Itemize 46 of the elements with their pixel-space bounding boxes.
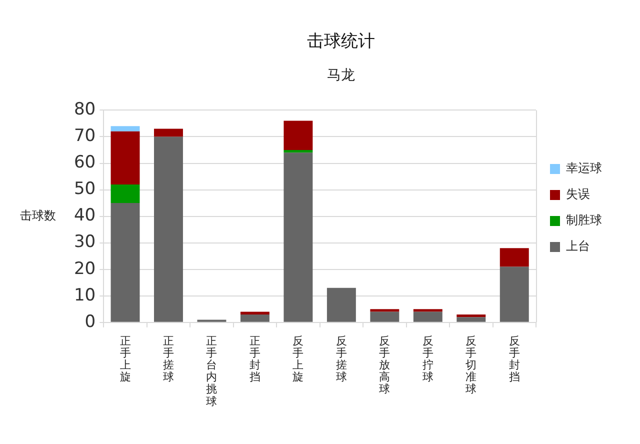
y-tick-label: 50 xyxy=(74,179,96,200)
chart-subtitle: 马龙 xyxy=(327,67,355,84)
bar xyxy=(110,184,140,204)
bar xyxy=(240,314,270,322)
bar xyxy=(284,120,313,150)
y-axis-title: 击球数 xyxy=(20,208,56,222)
legend-label: 失误 xyxy=(566,187,590,202)
y-tick-label: 30 xyxy=(74,232,96,252)
x-tick-label: 反手放高球 xyxy=(379,334,390,396)
bar xyxy=(456,314,486,318)
bar xyxy=(500,266,529,322)
y-tick-label: 80 xyxy=(74,100,96,120)
bar xyxy=(413,309,442,312)
x-tick-label: 反手上旋 xyxy=(292,334,304,384)
x-tick-label: 正手台内挑球 xyxy=(206,334,218,408)
legend-label: 幸运球 xyxy=(566,161,602,176)
x-tick-label: 反手切准球 xyxy=(466,334,477,396)
x-tick-label: 正手封挡 xyxy=(249,334,260,384)
x-tick-label: 正手搓球 xyxy=(162,334,174,384)
x-tick-label: 正手上旋 xyxy=(120,334,131,384)
bar xyxy=(284,152,313,322)
y-tick-label: 0 xyxy=(84,312,96,332)
y-tick-label: 70 xyxy=(74,126,96,146)
y-tick-label: 60 xyxy=(74,152,96,173)
bar xyxy=(456,317,486,322)
bar xyxy=(370,312,400,322)
legend-label: 制胜球 xyxy=(566,213,602,228)
bar xyxy=(284,150,313,153)
bar xyxy=(500,248,529,267)
y-tick-label: 40 xyxy=(74,206,96,226)
y-tick-label: 20 xyxy=(74,258,96,279)
x-tick-label: 反手封挡 xyxy=(508,334,520,384)
x-tick-label: 反手拧球 xyxy=(422,334,434,384)
bar xyxy=(154,128,183,137)
bar xyxy=(326,288,356,322)
bar xyxy=(413,312,442,322)
bar xyxy=(110,131,140,184)
bar xyxy=(110,203,140,322)
bar xyxy=(110,126,140,132)
legend-label: 上台 xyxy=(566,239,590,254)
y-tick-label: 10 xyxy=(74,285,96,306)
x-tick-label: 反手搓球 xyxy=(336,334,347,384)
chart-title: 击球统计 xyxy=(307,32,375,52)
bar xyxy=(370,309,400,312)
bar xyxy=(154,136,183,322)
bar xyxy=(240,312,270,314)
